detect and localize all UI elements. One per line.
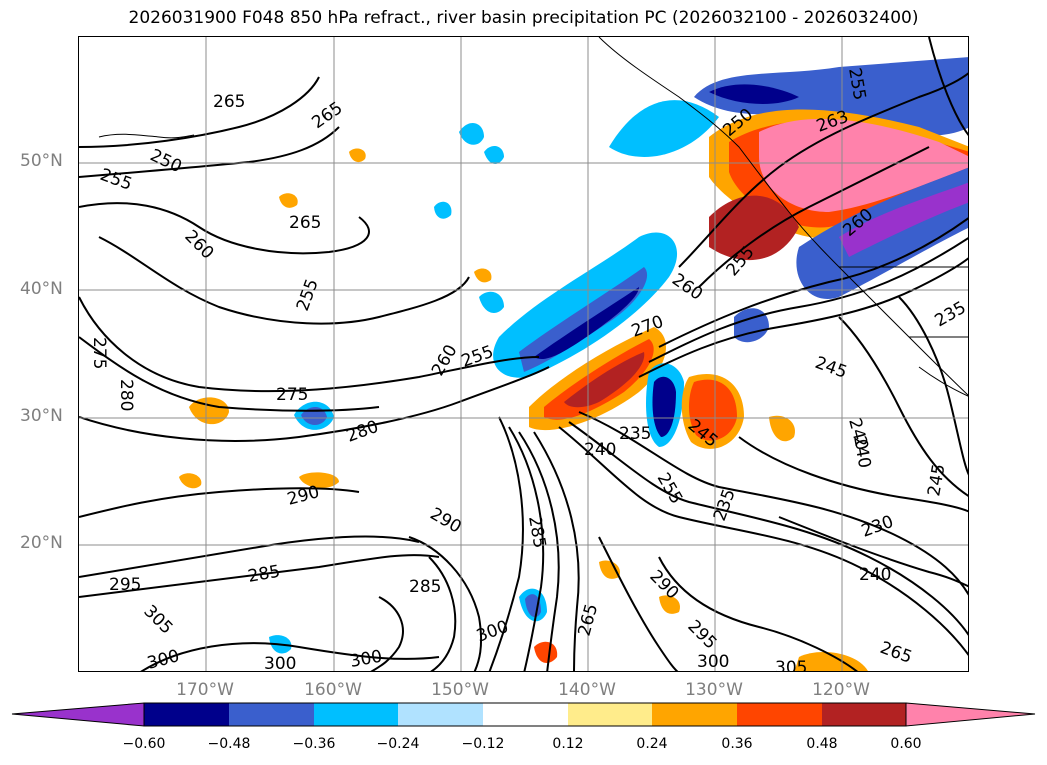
contour-label: 290 bbox=[285, 482, 322, 510]
coastline bbox=[98, 37, 968, 397]
colorbar-bin bbox=[144, 703, 229, 726]
colorbar-tick: 0.60 bbox=[890, 736, 922, 752]
contour-label: 240 bbox=[584, 440, 616, 460]
contour-label: 255 bbox=[293, 276, 323, 313]
contour-label: 265 bbox=[877, 638, 914, 668]
lat-label-30n: 30°N bbox=[20, 406, 63, 426]
refractivity-contours bbox=[79, 37, 968, 671]
contour-label: 265 bbox=[289, 213, 321, 233]
lon-label-140w: 140°W bbox=[558, 680, 616, 700]
colorbar-extend-high bbox=[905, 702, 1036, 727]
colorbar-bin bbox=[229, 703, 314, 726]
contour-label: 265 bbox=[213, 92, 245, 112]
contour-label: 255 bbox=[97, 165, 134, 195]
lon-label-130w: 130°W bbox=[685, 680, 743, 700]
contour-label: 260 bbox=[180, 226, 217, 263]
colorbar-tick: 0.24 bbox=[636, 736, 668, 752]
colorbar-bin bbox=[314, 703, 398, 726]
graticule bbox=[79, 37, 968, 671]
contour-label: 290 bbox=[427, 504, 465, 538]
colorbar-tick: −0.12 bbox=[461, 736, 505, 752]
contour-label: 230 bbox=[859, 512, 896, 542]
colorbar-bin bbox=[822, 703, 906, 726]
contour-label: 305 bbox=[775, 658, 807, 672]
precip-shading bbox=[179, 57, 968, 671]
contour-label: 285 bbox=[246, 562, 281, 587]
lat-label-20n: 20°N bbox=[20, 533, 63, 553]
colorbar bbox=[11, 702, 1036, 727]
colorbar-tick: −0.36 bbox=[292, 736, 336, 752]
contour-label: 295 bbox=[109, 575, 141, 595]
contour-label: 300 bbox=[348, 647, 383, 672]
contour-label: 300 bbox=[697, 652, 729, 672]
lat-label-50n: 50°N bbox=[20, 151, 63, 171]
lon-label-120w: 120°W bbox=[812, 680, 870, 700]
contour-label: 240 bbox=[844, 416, 872, 453]
contour-label: 240 bbox=[859, 565, 891, 585]
contour-label: 245 bbox=[812, 353, 849, 383]
contour-label: 300 bbox=[264, 654, 296, 672]
contour-label: 280 bbox=[344, 417, 381, 447]
colorbar-frame bbox=[143, 702, 907, 727]
map-canvas: 265 265 250 255 265 260 255 255 260 255 … bbox=[79, 37, 970, 672]
contour-label: 265 bbox=[308, 98, 346, 133]
contour-label: 285 bbox=[409, 577, 441, 597]
colorbar-bin bbox=[398, 703, 483, 726]
contour-label: 250 bbox=[147, 145, 185, 177]
contour-label: 255 bbox=[653, 470, 687, 508]
colorbar-bin bbox=[652, 703, 737, 726]
colorbar-tick: 0.36 bbox=[721, 736, 753, 752]
lon-label-160w: 160°W bbox=[304, 680, 362, 700]
contour-label: 235 bbox=[710, 486, 740, 523]
contour-label: 255 bbox=[459, 342, 496, 372]
contour-label: 280 bbox=[116, 379, 136, 411]
map-panel: 265 265 250 255 265 260 255 255 260 255 … bbox=[78, 36, 969, 672]
lon-label-170w: 170°W bbox=[176, 680, 234, 700]
colorbar-tick: 0.48 bbox=[806, 736, 838, 752]
contour-label: 260 bbox=[668, 270, 706, 305]
lon-label-150w: 150°W bbox=[431, 680, 489, 700]
contour-label: 290 bbox=[645, 566, 682, 603]
colorbar-bin bbox=[568, 703, 652, 726]
contour-label: 305 bbox=[139, 601, 176, 638]
colorbar-extend-low bbox=[11, 702, 145, 727]
contour-label: 300 bbox=[145, 646, 182, 672]
contour-label: 275 bbox=[276, 385, 308, 405]
colorbar-tick: −0.60 bbox=[122, 736, 166, 752]
contour-label: 235 bbox=[932, 298, 970, 332]
contour-label: 265 bbox=[575, 602, 603, 639]
contour-label: 275 bbox=[89, 337, 109, 369]
lat-label-40n: 40°N bbox=[20, 279, 63, 299]
colorbar-tick: 0.12 bbox=[552, 736, 584, 752]
map-title: 2026031900 F048 850 hPa refract., river … bbox=[128, 8, 919, 28]
colorbar-tick: −0.24 bbox=[376, 736, 420, 752]
contour-label: 235 bbox=[619, 424, 651, 444]
colorbar-bin bbox=[483, 703, 568, 726]
colorbar-bin bbox=[737, 703, 822, 726]
contour-label: 245 bbox=[924, 462, 949, 497]
colorbar-tick: −0.48 bbox=[207, 736, 251, 752]
